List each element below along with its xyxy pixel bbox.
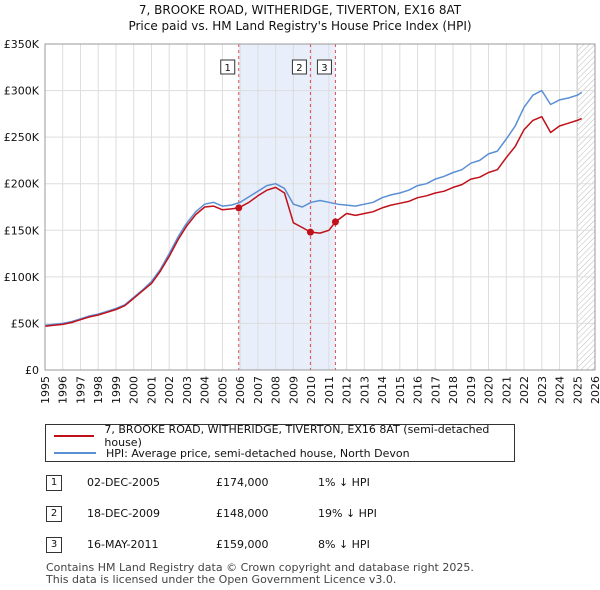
sale-point bbox=[331, 218, 339, 226]
transaction-price: £159,000 bbox=[216, 538, 269, 551]
x-tick-label: 2009 bbox=[287, 376, 300, 404]
transaction-price: £174,000 bbox=[216, 476, 269, 489]
price-chart: 7, BROOKE ROAD, WITHERIDGE, TIVERTON, EX… bbox=[4, 3, 600, 404]
marker-label: 2 bbox=[296, 63, 302, 74]
x-tick-label: 2012 bbox=[341, 376, 354, 404]
legend-label-hpi: HPI: Average price, semi-detached house,… bbox=[106, 446, 410, 460]
transaction-hpi-diff: 19% ↓ HPI bbox=[318, 507, 377, 520]
transaction-hpi-diff: 8% ↓ HPI bbox=[318, 538, 370, 551]
x-tick-label: 1997 bbox=[74, 376, 87, 404]
transaction-hpi-diff: 1% ↓ HPI bbox=[318, 476, 370, 489]
legend-line-red bbox=[54, 435, 95, 437]
x-tick-label: 2023 bbox=[536, 376, 549, 404]
legend-item-price-paid: 7, BROOKE ROAD, WITHERIDGE, TIVERTON, EX… bbox=[54, 423, 514, 449]
x-tick-label: 2015 bbox=[394, 376, 407, 404]
transaction-date: 18-DEC-2009 bbox=[87, 507, 161, 520]
footer-licence: This data is licensed under the Open Gov… bbox=[46, 573, 397, 586]
x-tick-label: 2008 bbox=[270, 376, 283, 404]
marker-label-box bbox=[316, 59, 332, 75]
price-paid-line bbox=[44, 115, 582, 327]
x-tick-label: 2017 bbox=[429, 376, 442, 404]
transaction-date: 02-DEC-2005 bbox=[87, 476, 161, 489]
x-tick-label: 2011 bbox=[323, 376, 336, 404]
x-tick-label: 2025 bbox=[571, 376, 584, 404]
x-tick-label: 2010 bbox=[305, 376, 318, 404]
x-tick-label: 2003 bbox=[181, 376, 194, 404]
y-tick-label: £0 bbox=[25, 364, 39, 377]
transaction-number: 3 bbox=[46, 537, 62, 553]
y-tick-label: £200K bbox=[4, 178, 40, 191]
x-tick-label: 2019 bbox=[465, 376, 478, 404]
x-tick-label: 2005 bbox=[216, 376, 229, 404]
sale-point bbox=[306, 228, 314, 236]
x-tick-label: 2006 bbox=[234, 376, 247, 404]
transaction-date: 16-MAY-2011 bbox=[87, 538, 159, 551]
x-tick-label: 2004 bbox=[199, 376, 212, 404]
hpi-line bbox=[44, 89, 583, 327]
y-tick-label: £250K bbox=[4, 131, 40, 144]
marker-label-box bbox=[220, 59, 236, 75]
x-tick-label: 2026 bbox=[589, 376, 600, 404]
x-tick-label: 2013 bbox=[358, 376, 371, 404]
marker-label: 3 bbox=[321, 63, 327, 74]
legend-line-blue bbox=[54, 452, 96, 454]
y-tick-label: £100K bbox=[4, 271, 40, 284]
sale-point bbox=[235, 204, 243, 212]
marker-label-box bbox=[291, 59, 307, 75]
ownership-shading bbox=[238, 44, 336, 370]
x-tick-label: 2020 bbox=[483, 376, 496, 404]
chart-subtitle: Price paid vs. HM Land Registry's House … bbox=[128, 19, 471, 33]
marker-label: 1 bbox=[225, 63, 231, 74]
x-tick-label: 2022 bbox=[518, 376, 531, 404]
legend: 7, BROOKE ROAD, WITHERIDGE, TIVERTON, EX… bbox=[45, 423, 515, 462]
transaction-number: 2 bbox=[46, 506, 62, 522]
x-tick-label: 2021 bbox=[500, 376, 513, 404]
x-tick-label: 2002 bbox=[163, 376, 176, 404]
future-hatch bbox=[577, 44, 595, 370]
y-tick-label: £350K bbox=[4, 38, 40, 51]
y-tick-label: £300K bbox=[4, 85, 40, 98]
legend-item-hpi: HPI: Average price, semi-detached house,… bbox=[54, 445, 410, 461]
x-tick-label: 1999 bbox=[110, 376, 123, 404]
x-tick-label: 1996 bbox=[57, 376, 70, 404]
footer-copyright: Contains HM Land Registry data © Crown c… bbox=[46, 561, 474, 574]
y-tick-label: £150K bbox=[4, 224, 40, 237]
x-tick-label: 2016 bbox=[412, 376, 425, 404]
transaction-price: £148,000 bbox=[216, 507, 269, 520]
x-tick-label: 2014 bbox=[376, 376, 389, 404]
chart-title: 7, BROOKE ROAD, WITHERIDGE, TIVERTON, EX… bbox=[139, 3, 462, 17]
x-tick-label: 1995 bbox=[39, 376, 52, 404]
y-tick-label: £50K bbox=[11, 317, 40, 330]
x-tick-label: 2018 bbox=[447, 376, 460, 404]
x-tick-label: 2001 bbox=[145, 376, 158, 404]
x-tick-label: 2007 bbox=[252, 376, 265, 404]
x-tick-label: 2000 bbox=[128, 376, 141, 404]
x-tick-label: 1998 bbox=[92, 376, 105, 404]
transaction-number: 1 bbox=[46, 475, 62, 491]
plot-frame bbox=[44, 43, 596, 371]
x-tick-label: 2024 bbox=[554, 376, 567, 404]
legend-label-price-paid: 7, BROOKE ROAD, WITHERIDGE, TIVERTON, EX… bbox=[104, 423, 490, 449]
